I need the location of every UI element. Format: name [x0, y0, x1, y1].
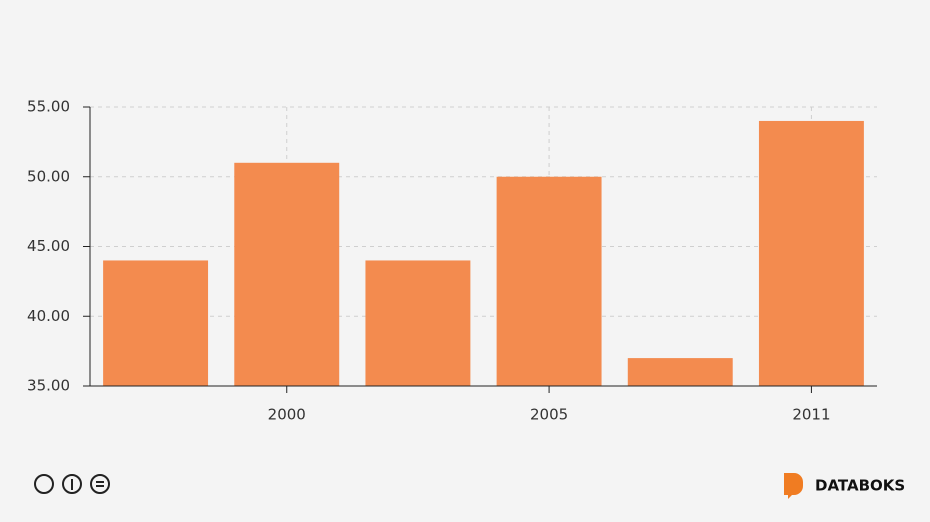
axes: 35.00 40.00 45.00 50.00 55.00 2000 2005 2011 [27, 98, 877, 424]
cc-icon [34, 474, 54, 494]
bar [103, 260, 209, 386]
brand-name: DATABOKS [815, 477, 905, 495]
brand-logo [784, 473, 803, 499]
bars [103, 120, 864, 386]
y-tick-label: 55.00 [27, 98, 70, 116]
bar [234, 162, 340, 386]
x-tick-label: 2000 [268, 406, 306, 424]
y-tick-label: 45.00 [27, 237, 70, 255]
bar [758, 120, 864, 386]
by-icon [62, 474, 82, 494]
bar [496, 176, 602, 386]
y-tick-label: 40.00 [27, 307, 70, 325]
y-tick-label: 50.00 [27, 167, 70, 185]
license-icons [34, 474, 110, 494]
bar [365, 260, 471, 386]
nd-icon [90, 474, 110, 494]
y-tick-label: 35.00 [27, 377, 70, 395]
x-tick-label: 2011 [792, 406, 830, 424]
x-tick-label: 2005 [530, 406, 568, 424]
bar [627, 358, 733, 386]
